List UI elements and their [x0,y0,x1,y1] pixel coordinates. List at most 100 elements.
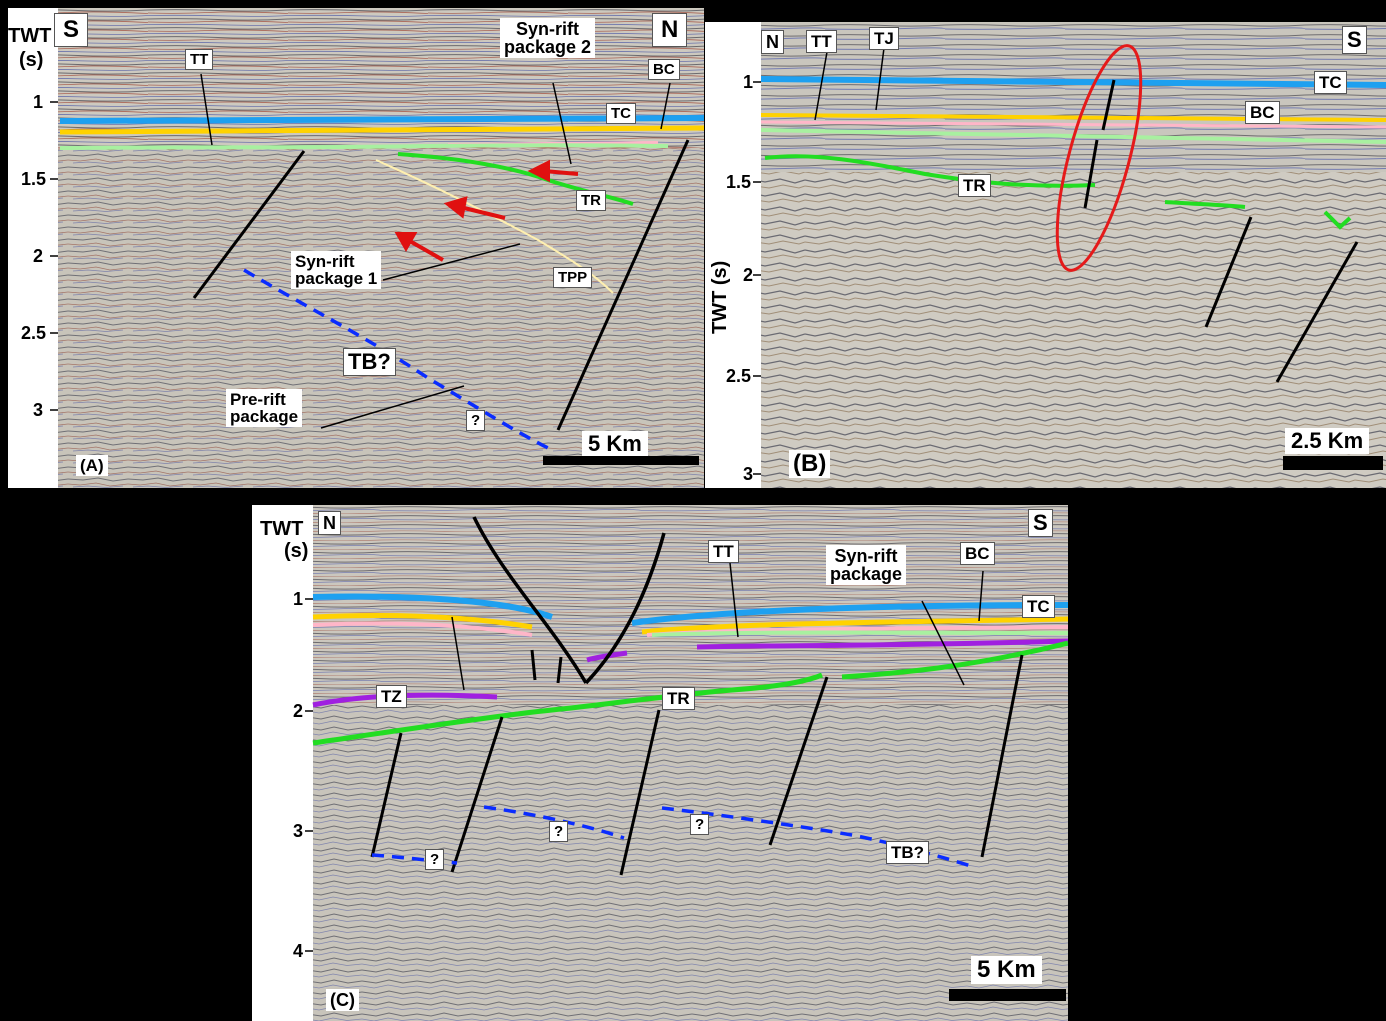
bc-label: BC [648,59,680,80]
panel-c: TWT (s) 1 2 3 4 N S TT Syn-rift package … [252,505,1068,1021]
scale-bar-a [543,456,699,465]
fault-c-s2 [556,656,563,684]
direction-left-b: N [761,30,784,54]
panel-a-seismic [50,8,704,488]
tt-label: TT [708,540,739,563]
tc-label: TC [1022,595,1055,618]
tick-label: 3 [293,821,304,841]
fault-c3 [619,709,661,876]
axis-b [753,81,761,475]
pointer-arrows-c [451,562,984,691]
bc-horizon [59,125,704,135]
axis-title-a: TWT [8,25,52,47]
tt-label: TT [185,49,214,70]
tb-label: TB? [343,348,396,376]
fault-c4 [768,676,829,846]
fault-c5 [980,654,1024,858]
fault-b3 [1204,216,1253,328]
tr-label: TR [662,687,695,710]
tick-label: 2 [743,265,754,285]
fault-b4 [1275,241,1359,383]
tr-horizon [764,154,1096,188]
scale-label-a: 5 Km [582,431,648,457]
tt-horizon [760,128,1386,144]
synrift2-label: Syn-rift package 2 [500,18,596,58]
scale-label-b: 2.5 Km [1285,428,1370,454]
tr-horizon-2 [1164,200,1246,209]
tc-label: TC [1314,71,1347,94]
scale-bar-b [1283,456,1383,470]
bc-horizon [760,113,1386,122]
fault-c2 [450,716,504,873]
tick-label: 2 [293,701,304,721]
question-label: ? [690,814,710,835]
red-arrows [394,159,579,262]
synrift1-label: Syn-rift package 1 [291,251,382,289]
pink-horizon [760,120,1386,129]
bc-label: BC [1245,101,1280,124]
prerift-label: Pre-rift package [226,389,303,427]
panel-b-seismic [753,22,1386,488]
scale-bar-c [949,989,1066,1001]
tr-horizon [312,640,1068,746]
synrift-label: Syn-rift package [826,545,907,585]
tick-label: 2.5 [21,323,47,343]
tc-label: TC [606,103,636,124]
tc-horizon [59,115,704,124]
tb-horizon-3 [661,806,975,869]
tz-label: TZ [376,685,407,708]
tt-horizon [59,143,669,150]
tc-horizon [312,593,1068,626]
tb-horizon-1 [371,853,458,865]
bc-horizon [312,612,1068,635]
tick-label: 4 [293,941,304,961]
tick-label: 1 [33,92,44,112]
panel-label-a: (A) [76,455,108,476]
tb-horizon [243,268,549,450]
tick-label: 1.5 [21,169,47,189]
tick-label: 3 [743,464,754,484]
tb-label: TB? [886,841,930,864]
question-label: ? [466,410,486,431]
tick-label: 3 [33,400,44,420]
pointer-arrows-b [814,47,885,121]
tr-label: TR [958,174,991,197]
scale-label-c: 5 Km [971,956,1042,984]
tc-horizon [760,76,1386,88]
fault-c1 [370,732,403,858]
fault-a1 [192,150,306,299]
axis-title-c: TWT [260,518,304,540]
tt-label: TT [806,30,837,53]
tick-label: 1.5 [726,172,752,192]
direction-left-a: S [54,13,89,47]
fault-c-s1 [530,649,537,681]
question-label: ? [425,849,445,870]
panel-label-b: (B) [789,450,831,478]
tj-label: TJ [869,27,899,50]
bc-label: BC [960,542,995,565]
axis-unit-a: (s) [19,49,44,71]
axis-title-b: TWT (s) [709,260,731,334]
tr-horizon-3 [1323,210,1352,230]
fault-b2 [1083,139,1099,209]
highlight-ellipse [1055,44,1143,272]
panel-b: TWT (s) 1 1.5 2 2.5 3 N S TT TJ TC BC TR… [705,22,1386,488]
tr-label: TR [576,190,606,211]
tick-label: 1 [743,72,754,92]
fault-b1 [1101,79,1116,131]
tick-label: 2.5 [726,366,752,386]
direction-right-c: S [1028,509,1053,537]
panel-c-seismic [305,505,1068,1021]
tick-label: 1 [293,589,304,609]
direction-right-a: N [652,13,688,47]
panel-a: TWT (s) 1 1.5 2 2.5 3 S N TT BC TC TR TP… [8,8,704,488]
question-label: ? [549,821,569,842]
fault-a2 [556,139,690,431]
direction-right-b: S [1342,26,1367,54]
fault-c-v1 [472,516,588,684]
pointer-arrows-a [200,73,671,429]
panel-label-c: (C) [326,989,359,1011]
axis-c [305,598,313,952]
tick-label: 2 [33,246,44,266]
tt-horizon [651,630,1068,637]
